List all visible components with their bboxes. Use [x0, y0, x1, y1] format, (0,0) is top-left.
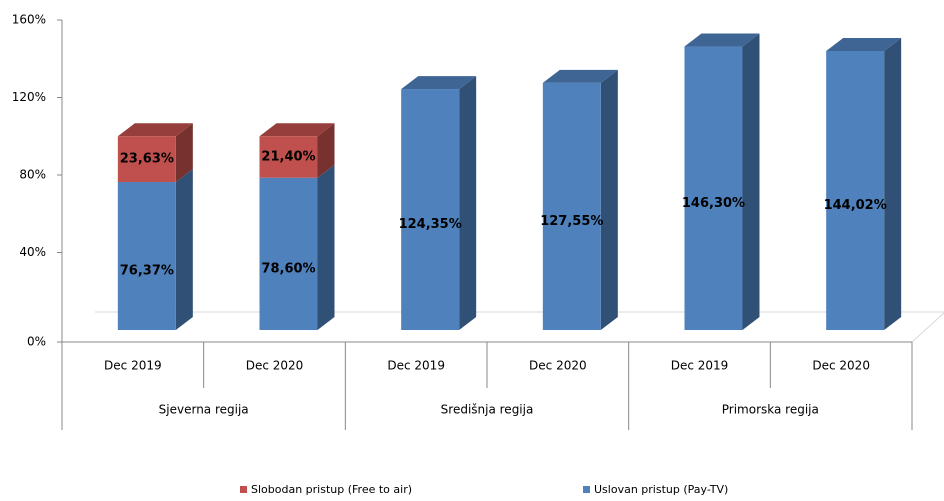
bar [117, 182, 176, 330]
bar [117, 136, 176, 183]
y-tick-label: 80% [19, 168, 46, 182]
data-label: 23,63% [120, 152, 174, 167]
bar-side [742, 33, 760, 330]
bar [401, 89, 460, 331]
bar-side [175, 169, 193, 330]
data-label: 146,30% [682, 196, 745, 211]
bar [684, 46, 743, 330]
bar-top [542, 69, 618, 83]
x-tick-label: Dec 2019 [104, 359, 162, 373]
legend-label: Uslovan pristup (Pay-TV) [594, 483, 728, 496]
bar [826, 50, 885, 331]
legend-swatch [240, 486, 247, 493]
data-label: 78,60% [261, 261, 315, 276]
bar-top [401, 76, 477, 90]
legend-swatch [583, 486, 590, 493]
bar-top [826, 37, 902, 51]
x-tick-label: Dec 2020 [246, 359, 304, 373]
bar-side [884, 37, 902, 331]
bar-side [459, 76, 477, 331]
group-label: Primorska regija [722, 403, 819, 417]
y-tick-label: 120% [12, 90, 46, 104]
bar-top [684, 33, 760, 47]
data-label: 76,37% [120, 264, 174, 279]
bar-side [317, 164, 335, 330]
x-tick-label: Dec 2019 [671, 359, 729, 373]
data-label: 144,02% [824, 198, 887, 213]
bar [259, 177, 318, 330]
data-label: 127,55% [540, 214, 603, 229]
floor [62, 311, 944, 343]
legend-label: Slobodan pristup (Free to air) [251, 483, 412, 496]
data-label: 124,35% [399, 217, 462, 232]
bar [259, 136, 318, 178]
y-tick-label: 160% [12, 13, 46, 27]
x-tick-label: Dec 2020 [529, 359, 587, 373]
bar-side [600, 69, 618, 330]
x-tick-label: Dec 2019 [387, 359, 445, 373]
bar-top [259, 123, 335, 137]
x-tick-label: Dec 2020 [812, 359, 870, 373]
bar-side [175, 123, 193, 183]
bar [542, 82, 601, 330]
y-tick-label: 40% [19, 245, 46, 259]
y-tick-label: 0% [27, 335, 46, 349]
group-label: Središnja regija [441, 403, 534, 417]
bar-top [117, 123, 193, 137]
data-label: 21,40% [261, 149, 315, 164]
bar-side [317, 123, 335, 178]
group-label: Sjeverna regija [159, 403, 249, 417]
